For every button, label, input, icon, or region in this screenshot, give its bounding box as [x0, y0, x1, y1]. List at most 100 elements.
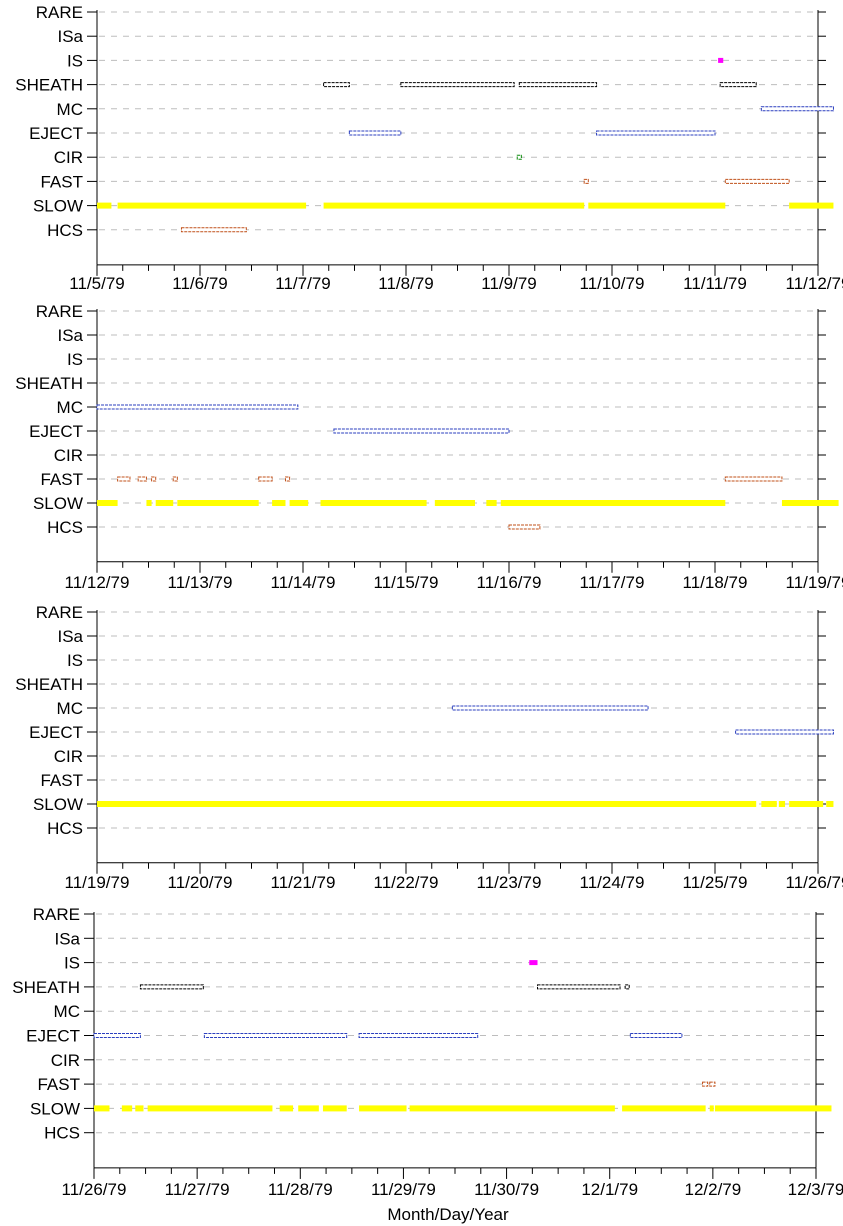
interval-slow [135, 1105, 144, 1112]
interval-slow [778, 801, 786, 807]
panel-3: RARE ISa IS SHEATH MC EJECT CIR FAST SLOW HCS 11/1… [15, 603, 843, 892]
category-label: RARE [36, 302, 83, 321]
category-label: FAST [40, 470, 83, 489]
interval-eject [629, 1033, 683, 1038]
interval-fast [702, 1081, 709, 1087]
interval-eject [358, 1033, 479, 1038]
category-label: SHEATH [15, 374, 83, 393]
category-label: HCS [47, 518, 83, 537]
category-label: EJECT [29, 422, 83, 441]
interval-cir [516, 154, 522, 160]
interval-slow [622, 1105, 706, 1112]
category-label: HCS [44, 1124, 80, 1143]
interval-fast [724, 178, 790, 184]
interval-eject [203, 1033, 348, 1038]
interval-slow [272, 500, 286, 506]
x-tick-label: 11/9/79 [481, 274, 536, 293]
interval-slow [826, 801, 834, 807]
category-label: SLOW [33, 197, 83, 216]
x-tick-label: 11/18/79 [683, 573, 748, 592]
category-label: SLOW [30, 1099, 80, 1118]
panel-4: RARE ISa IS SHEATH MC EJECT CIR FAST SLOW HCS 11/2… [12, 905, 843, 1199]
category-label: IS [67, 350, 83, 369]
interval-slow [322, 1105, 347, 1112]
category-label: IS [67, 651, 83, 670]
interval-slow [177, 500, 259, 506]
interval-sheath [323, 82, 350, 88]
interval-eject [735, 729, 834, 735]
interval-slow [97, 500, 118, 506]
category-label: ISa [57, 27, 83, 46]
x-tick-label: 11/15/79 [374, 573, 439, 592]
x-tick-label: 11/16/79 [477, 573, 542, 592]
interval-slow [117, 202, 307, 209]
interval-mc [760, 106, 834, 112]
interval-eject [348, 130, 402, 136]
x-tick-label: 11/19/79 [65, 873, 130, 892]
interval-slow [279, 1105, 294, 1112]
interval-fast [709, 1081, 716, 1087]
interval-slow [146, 500, 152, 506]
interval-sheath [719, 82, 757, 88]
panel-1: RARE ISa IS SHEATH MC EJECT CIR FAST SLOW HCS 11/5… [15, 3, 843, 293]
category-label: SLOW [33, 795, 83, 814]
category-label: IS [64, 954, 80, 973]
interval-sheath [624, 984, 630, 990]
x-tick-label: 11/8/79 [378, 274, 433, 293]
x-tick-label: 12/1/79 [581, 1180, 638, 1199]
x-tick-label: 12/2/79 [684, 1180, 741, 1199]
x-tick-label: 11/7/79 [275, 274, 330, 293]
interval-fast [284, 476, 291, 482]
category-label: SHEATH [15, 675, 83, 694]
interval-slow [289, 500, 309, 506]
interval-slow [761, 801, 777, 807]
interval-sheath [139, 984, 204, 990]
x-tick-label: 11/12/79 [786, 274, 843, 293]
interval-fast [724, 476, 783, 482]
interval-slow [298, 1105, 319, 1112]
interval-fast [172, 476, 178, 482]
x-tick-label: 11/28/79 [268, 1180, 333, 1199]
interval-slow [714, 1105, 832, 1112]
x-tick-label: 12/3/79 [788, 1180, 843, 1199]
interval-sheath [400, 82, 515, 88]
category-label: FAST [40, 172, 83, 191]
interval-sheath [537, 984, 621, 990]
x-tick-label: 11/10/79 [580, 274, 645, 293]
x-tick-label: 11/21/79 [271, 873, 336, 892]
category-label: CIR [51, 1051, 80, 1070]
x-tick-label: 11/22/79 [374, 873, 439, 892]
interval-fast [117, 476, 131, 482]
category-label: MC [54, 1002, 80, 1021]
x-tick-label: 11/19/79 [786, 573, 843, 592]
category-label: ISa [57, 326, 83, 345]
category-label: EJECT [29, 124, 83, 143]
interval-slow [94, 1105, 110, 1112]
interval-mc [96, 404, 299, 410]
category-label: MC [57, 398, 83, 417]
category-label: SHEATH [12, 978, 80, 997]
interval-slow [323, 202, 585, 209]
interval-fast [137, 476, 147, 482]
category-label: CIR [54, 747, 83, 766]
interval-slow [320, 500, 427, 506]
x-tick-label: 11/13/79 [168, 573, 233, 592]
interval-slow [781, 500, 839, 506]
category-label: IS [67, 51, 83, 70]
interval-slow [97, 801, 757, 807]
interval-sheath [518, 82, 598, 88]
x-axis-title: Month/Day/Year [387, 1205, 509, 1224]
interval-slow [359, 1105, 407, 1112]
interval-slow [147, 1105, 273, 1112]
x-tick-label: 11/20/79 [168, 873, 233, 892]
x-tick-label: 11/12/79 [65, 573, 130, 592]
interval-slow [155, 500, 174, 506]
category-label: ISa [54, 929, 80, 948]
interval-is [529, 960, 538, 966]
interval-slow [709, 1105, 714, 1112]
x-tick-label: 11/25/79 [683, 873, 748, 892]
interval-slow [789, 801, 824, 807]
category-label: HCS [47, 819, 83, 838]
interval-fast [583, 178, 589, 184]
